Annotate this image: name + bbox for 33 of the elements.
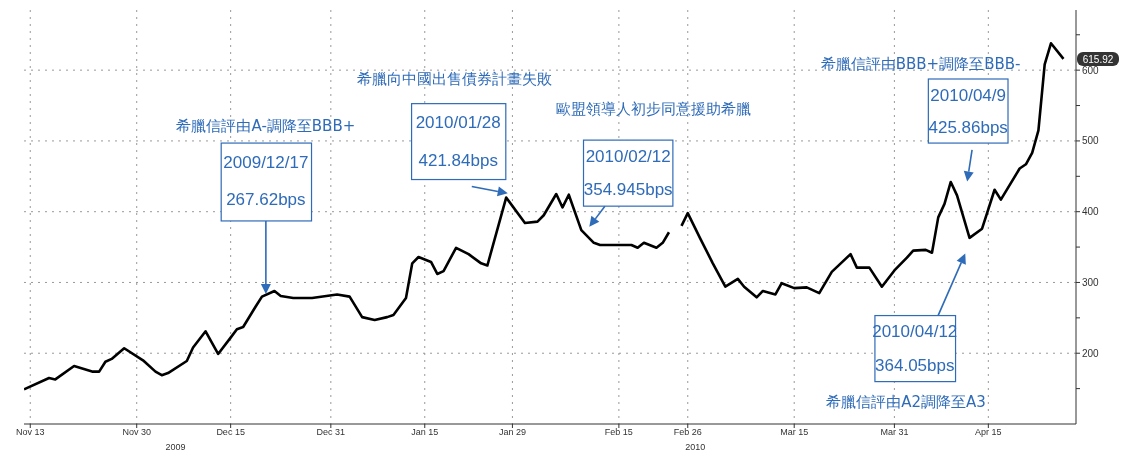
x-tick-label: Nov 13 [16,427,45,438]
annotation: 267.62bps [226,190,306,210]
text: 2010 [685,442,706,452]
x-tick-label: Mar 31 [880,427,909,438]
annotation: 364.05bps [875,355,955,375]
x-tick-label: Jan 15 [411,427,439,438]
x-tick-label: Mar 15 [780,427,809,438]
y-tick-label: 200 [1082,347,1100,359]
y-tick-label: 300 [1082,277,1100,289]
annotation: 希臘信評由A2調降至A3 [826,392,986,411]
annotation: 希臘信評由BBB+調降至BBB- [820,54,1021,73]
x-tick-label: Apr 15 [975,427,1002,438]
annotation: 歐盟領導人初步同意援助希臘 [555,99,751,118]
annotation: 2010/02/12 [585,147,671,167]
x-tick-label: Nov 30 [122,427,151,438]
annotation: 354.945bps [583,179,673,199]
x-tick-label: Dec 15 [216,427,245,438]
text: 2009 [165,442,186,452]
annotation: 希臘信評由A-調降至BBB+ [176,116,356,135]
annotation: 2010/04/9 [930,85,1006,105]
x-tick-label: Jan 29 [498,427,526,438]
annotation: 希臘向中國出售債券計畫失敗 [356,70,552,89]
x-tick-label: Feb 15 [604,427,633,438]
y-tick-label: 600 [1082,64,1100,76]
annotation: 421.84bps [418,150,498,170]
annotation: 2009/12/17 [223,152,309,172]
annotation: 425.86bps [928,118,1008,138]
annotation: 615.92 [1082,53,1114,65]
x-tick-label: Feb 26 [673,427,702,438]
y-tick-label: 500 [1082,135,1100,147]
annotation: 2010/01/28 [415,113,501,133]
y-tick-label: 400 [1082,206,1100,218]
x-tick-label: Dec 31 [316,427,346,438]
